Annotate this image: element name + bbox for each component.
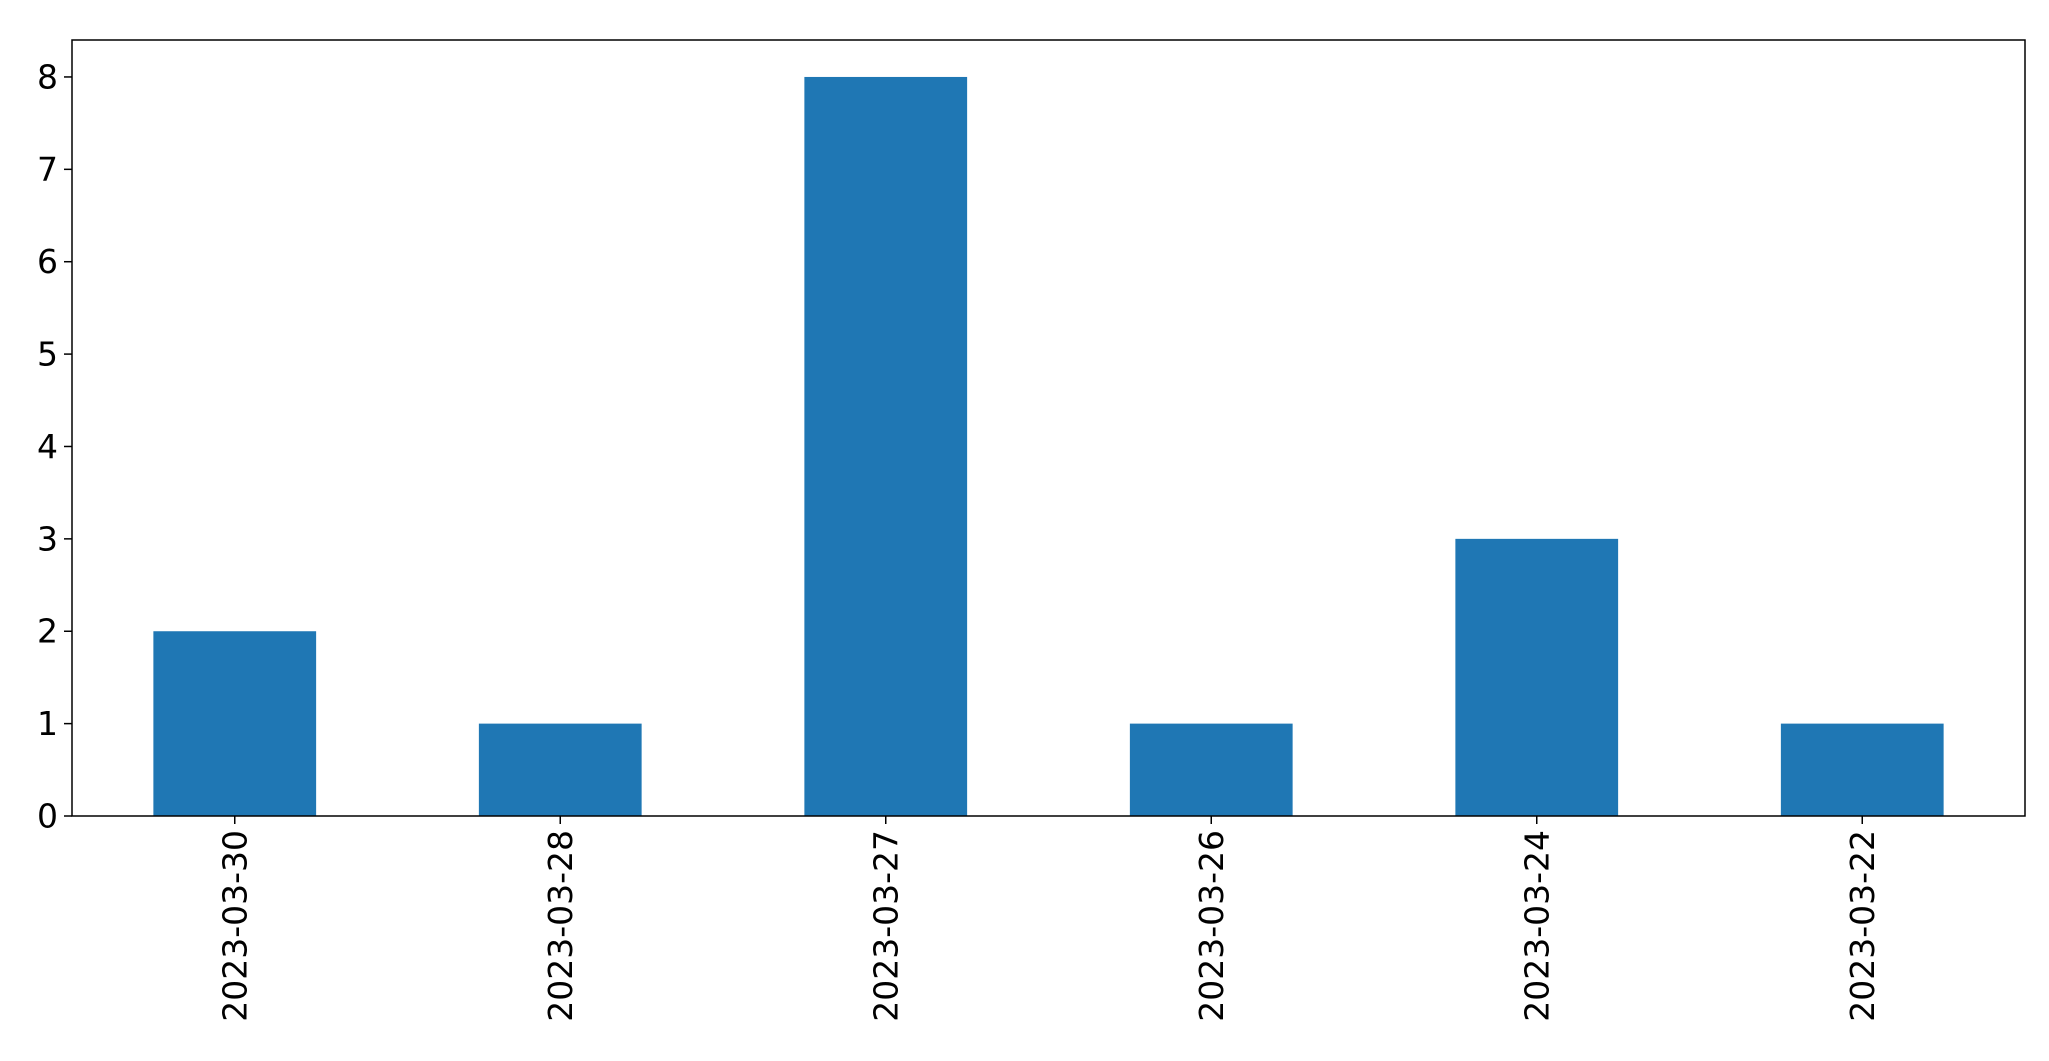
y-tick-label: 6 bbox=[37, 242, 58, 281]
x-tick-label: 2023-03-24 bbox=[1517, 830, 1556, 1022]
y-tick-label: 5 bbox=[37, 335, 58, 374]
bar-2023-03-24 bbox=[1455, 538, 1619, 816]
bar-2023-03-27 bbox=[804, 76, 968, 816]
x-tick-label: 2023-03-28 bbox=[541, 830, 580, 1022]
x-tick-label: 2023-03-26 bbox=[1192, 830, 1231, 1022]
y-tick-label: 3 bbox=[37, 519, 58, 558]
plot-area-frame bbox=[71, 39, 2026, 817]
bar-2023-03-26 bbox=[1129, 723, 1293, 816]
y-tick-label: 8 bbox=[37, 57, 58, 96]
bar-2023-03-22 bbox=[1780, 723, 1944, 816]
y-tick-label: 7 bbox=[37, 150, 58, 189]
y-tick-label: 2 bbox=[37, 612, 58, 651]
y-tick-label: 1 bbox=[37, 704, 58, 743]
x-tick-label: 2023-03-22 bbox=[1843, 830, 1882, 1022]
y-tick-label: 4 bbox=[37, 427, 58, 466]
x-axis: 2023-03-30 2023-03-28 2023-03-27 2023-03-26… bbox=[215, 816, 1882, 1022]
y-axis: 0 1 2 3 4 5 6 7 8 bbox=[37, 57, 72, 836]
bar-2023-03-28 bbox=[478, 723, 642, 816]
bar-2023-03-30 bbox=[153, 631, 317, 816]
x-tick-label: 2023-03-30 bbox=[215, 830, 254, 1022]
bars-group bbox=[153, 76, 1944, 816]
y-tick-label: 0 bbox=[37, 797, 58, 836]
x-tick-label: 2023-03-27 bbox=[866, 830, 905, 1022]
